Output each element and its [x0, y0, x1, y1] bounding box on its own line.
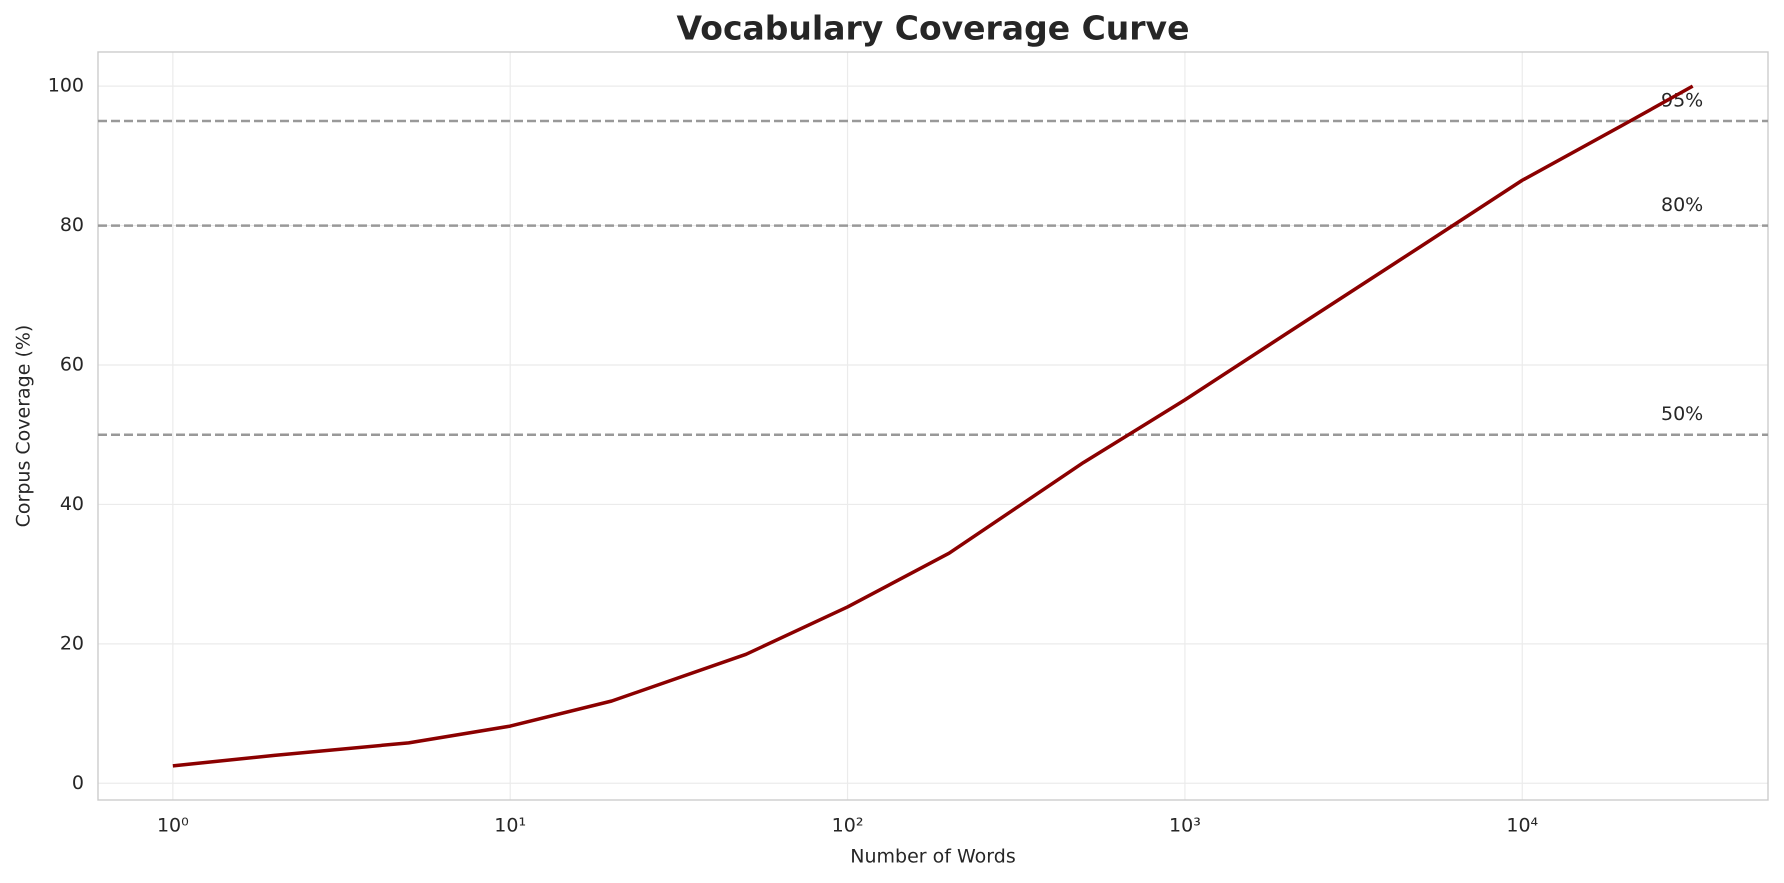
y-tick-label: 20	[60, 632, 84, 654]
x-tick-label: 10³	[1169, 815, 1201, 837]
reference-label: 80%	[1661, 194, 1703, 216]
y-tick-label: 100	[48, 75, 84, 97]
y-axis-label: Corpus Coverage (%)	[13, 325, 35, 528]
y-tick-label: 0	[72, 772, 84, 794]
x-axis-label: Number of Words	[850, 846, 1015, 868]
x-tick-label: 10⁰	[157, 815, 189, 837]
y-tick-label: 80	[60, 214, 84, 236]
y-tick-label: 60	[60, 354, 84, 376]
chart-title: Vocabulary Coverage Curve	[677, 9, 1190, 48]
x-tick-label: 10⁴	[1506, 815, 1538, 837]
y-tick-label: 40	[60, 493, 84, 515]
x-tick-label: 10¹	[494, 815, 526, 837]
line	[172, 84, 1694, 768]
reference-label: 95%	[1661, 90, 1703, 112]
x-tick-label: 10²	[832, 815, 864, 837]
reference-label: 50%	[1661, 403, 1703, 425]
plot-frame	[97, 51, 1769, 801]
